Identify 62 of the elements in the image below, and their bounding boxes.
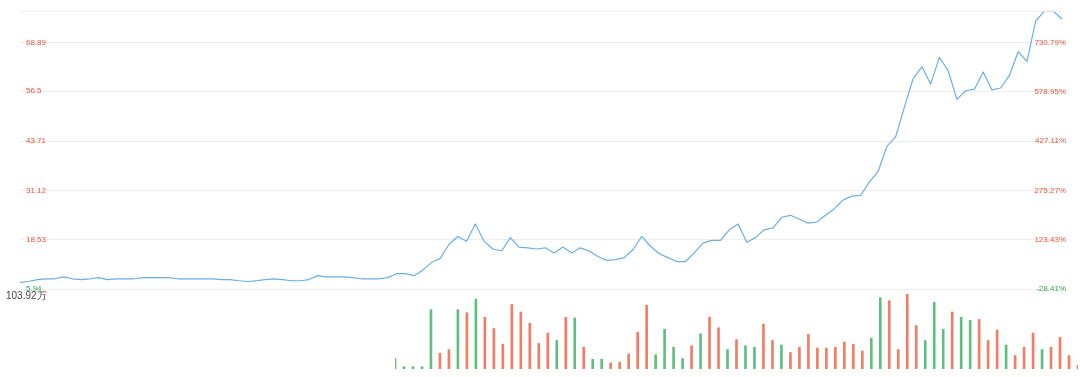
bar [564,316,568,369]
bar [528,322,532,369]
y-tick-label: 18.53 [26,235,47,245]
bar [753,346,756,369]
bar [950,311,954,369]
bar [959,316,963,369]
bar [843,341,846,369]
y2-tick-label: 275.27% [1034,185,1066,195]
bar [905,294,909,369]
bar [878,297,882,369]
y2-tick-label: -28.41% [1036,284,1066,294]
bar [816,347,819,369]
bar [708,316,711,369]
bar [852,343,855,369]
bar [510,304,514,369]
bar [762,323,765,369]
bar [618,361,621,369]
bar [726,349,729,369]
bar [663,328,666,369]
bar [636,331,639,369]
bar [923,340,927,369]
bar [860,350,864,369]
bar [654,354,657,369]
bar [699,333,702,369]
bar [582,346,586,369]
bar [780,344,783,369]
bar [825,347,828,369]
y2-tick-label: 578.95% [1034,86,1066,96]
y-tick-label: 56.5 [26,86,43,96]
bar [771,340,774,369]
bar [591,358,595,369]
bar [690,345,693,369]
bar [869,337,873,369]
bar [932,301,936,369]
bar [798,346,801,369]
bar [546,332,550,369]
bar [600,358,604,369]
bar [645,304,648,369]
bar [537,343,541,369]
y-tick-label: 31.12 [26,185,47,195]
bar [789,352,792,369]
bar [609,362,613,369]
bar [627,353,630,369]
bar [717,327,720,369]
y2-tick-label: 123.43% [1034,235,1066,245]
bar [887,300,891,369]
bar [735,339,738,369]
y-tick-label: 68.89 [26,37,47,47]
bar [672,346,675,369]
bar [834,346,837,369]
bar [914,325,918,369]
bar [573,317,577,369]
bar [807,334,810,369]
bar [519,311,523,369]
bar [681,358,684,369]
bar [941,328,945,369]
bar [896,349,900,369]
y2-tick-label: 730.79% [1034,37,1066,47]
bar [555,340,559,369]
bar [744,345,747,369]
y2-tick-label: 427.11% [1035,136,1066,146]
y-tick-label: 43.71 [26,136,47,146]
